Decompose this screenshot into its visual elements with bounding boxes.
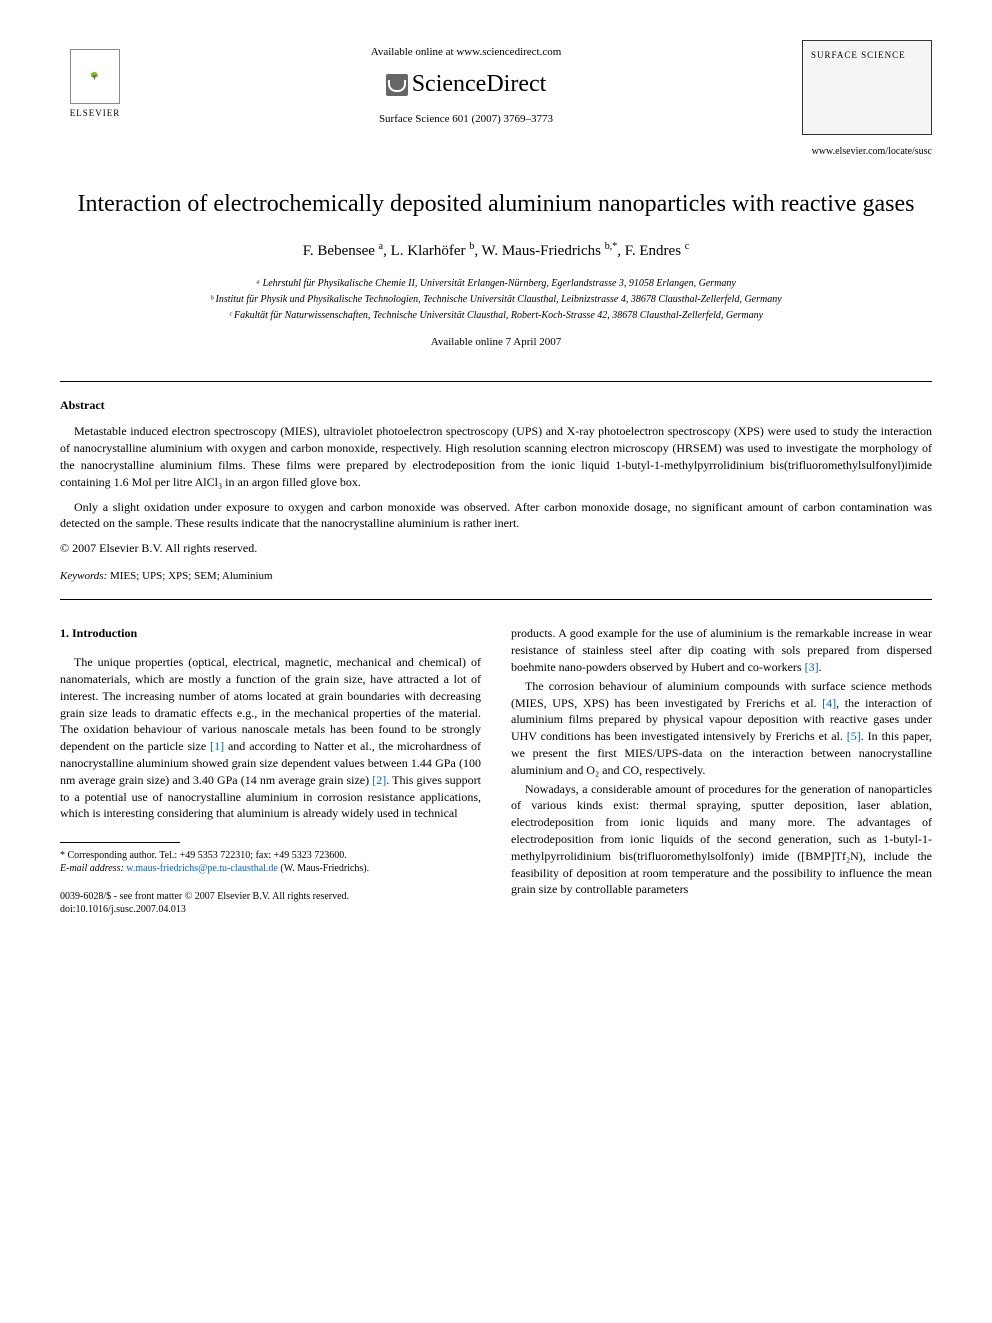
footnote-divider — [60, 842, 180, 843]
doi-line: doi:10.1016/j.susc.2007.04.013 — [60, 903, 481, 916]
sciencedirect-icon — [386, 74, 408, 96]
article-title: Interaction of electrochemically deposit… — [60, 189, 932, 220]
intro-paragraph-1: The unique properties (optical, electric… — [60, 654, 481, 822]
intro-paragraph-1-cont: products. A good example for the use of … — [511, 625, 932, 675]
abstract-paragraph-1: Metastable induced electron spectroscopy… — [60, 423, 932, 490]
elsevier-logo: 🌳 ELSEVIER — [60, 40, 130, 120]
ref-link-5[interactable]: [5] — [847, 729, 861, 743]
page-header: 🌳 ELSEVIER Available online at www.scien… — [60, 40, 932, 135]
ref-link-3[interactable]: [3] — [805, 660, 819, 674]
ref-link-2[interactable]: [2] — [372, 773, 386, 787]
footnote-corresponding: * Corresponding author. Tel.: +49 5353 7… — [60, 849, 481, 862]
affiliation-c: ᶜ Fakultät für Naturwissenschaften, Tech… — [60, 309, 932, 323]
left-column: 1. Introduction The unique properties (o… — [60, 625, 481, 916]
affiliations: ᵃ Lehrstuhl für Physikalische Chemie II,… — [60, 277, 932, 323]
footnote-email-line: E-mail address: w.maus-friedrichs@pe.tu-… — [60, 862, 481, 875]
intro-paragraph-2: The corrosion behaviour of aluminium com… — [511, 678, 932, 779]
keywords-line: Keywords: MIES; UPS; XPS; SEM; Aluminium — [60, 569, 932, 584]
publication-date: Available online 7 April 2007 — [60, 335, 932, 350]
keywords-values: MIES; UPS; XPS; SEM; Aluminium — [107, 570, 272, 582]
affiliation-a: ᵃ Lehrstuhl für Physikalische Chemie II,… — [60, 277, 932, 291]
ref-link-4[interactable]: [4] — [822, 696, 836, 710]
right-column: products. A good example for the use of … — [511, 625, 932, 916]
footnote-email-suffix: (W. Maus-Friedrichs). — [278, 863, 369, 874]
bottom-meta: 0039-6028/$ - see front matter © 2007 El… — [60, 890, 481, 916]
available-online-text: Available online at www.sciencedirect.co… — [130, 45, 802, 60]
journal-box-label: SURFACE SCIENCE — [811, 50, 906, 60]
divider-top — [60, 381, 932, 382]
body-columns: 1. Introduction The unique properties (o… — [60, 625, 932, 916]
center-header: Available online at www.sciencedirect.co… — [130, 40, 802, 127]
journal-reference: Surface Science 601 (2007) 3769–3773 — [130, 112, 802, 127]
ref-link-1[interactable]: [1] — [210, 739, 224, 753]
abstract-paragraph-2: Only a slight oxidation under exposure t… — [60, 499, 932, 533]
elsevier-tree-icon: 🌳 — [70, 49, 120, 104]
divider-bottom — [60, 599, 932, 600]
footnote-email-link[interactable]: w.maus-friedrichs@pe.tu-clausthal.de — [126, 863, 278, 874]
corresponding-author-footnote: * Corresponding author. Tel.: +49 5353 7… — [60, 849, 481, 875]
section-heading-intro: 1. Introduction — [60, 625, 481, 642]
sciencedirect-text: ScienceDirect — [412, 68, 547, 102]
copyright-text: © 2007 Elsevier B.V. All rights reserved… — [60, 540, 932, 557]
author-list: F. Bebensee a, L. Klarhöfer b, W. Maus-F… — [60, 240, 932, 262]
intro-paragraph-3: Nowadays, a considerable amount of proce… — [511, 781, 932, 899]
footnote-email-label: E-mail address: — [60, 863, 126, 874]
journal-url[interactable]: www.elsevier.com/locate/susc — [60, 145, 932, 159]
issn-line: 0039-6028/$ - see front matter © 2007 El… — [60, 890, 481, 903]
journal-cover-box: SURFACE SCIENCE — [802, 40, 932, 135]
elsevier-label: ELSEVIER — [70, 107, 121, 120]
sciencedirect-brand: ScienceDirect — [130, 68, 802, 102]
keywords-label: Keywords: — [60, 570, 107, 582]
affiliation-b: ᵇ Institut für Physik und Physikalische … — [60, 293, 932, 307]
abstract-heading: Abstract — [60, 397, 932, 414]
